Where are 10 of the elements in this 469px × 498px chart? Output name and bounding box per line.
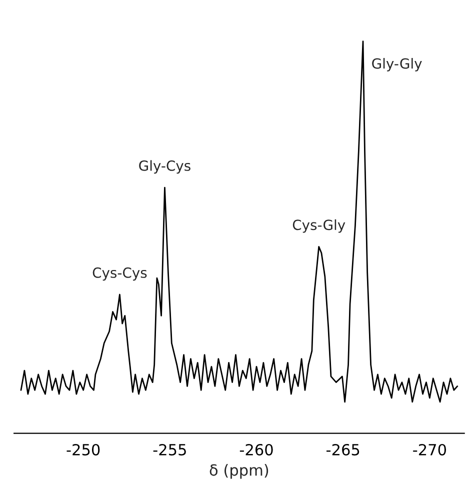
x-tick-label: -260 [240, 444, 273, 456]
x-tick-label: -265 [326, 444, 360, 456]
annotation: Cys-Cys [92, 267, 147, 281]
x-tick-label: -270 [413, 444, 446, 456]
x-axis-title: δ (ppm) [210, 464, 268, 479]
annotation: Gly-Cys [139, 160, 190, 174]
annotation: Gly-Gly [372, 58, 422, 72]
annotation: Cys-Gly [292, 219, 346, 233]
x-tick-label: -250 [66, 444, 100, 456]
x-tick-label: -255 [153, 444, 186, 456]
